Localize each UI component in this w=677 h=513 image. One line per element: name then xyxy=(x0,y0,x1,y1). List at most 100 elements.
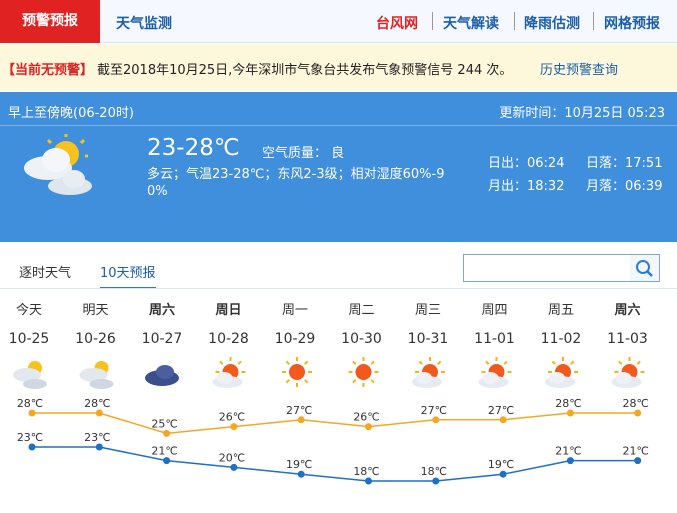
separator xyxy=(593,12,594,30)
weather-icon xyxy=(282,357,312,387)
weather-icon xyxy=(212,357,246,388)
search-button[interactable] xyxy=(630,254,660,282)
warning-bar: 【当前无预警】 截至2018年10月25日,今年深圳市气象台共发布气象预警信号 … xyxy=(0,44,677,90)
temp-label: 18℃ xyxy=(353,465,379,478)
nav-tab[interactable]: 天气监测 xyxy=(116,16,172,32)
temp-line xyxy=(32,446,638,482)
weather-icon xyxy=(145,365,179,386)
temp-label: 28℃ xyxy=(17,397,43,410)
sun-ray xyxy=(551,360,556,365)
separator xyxy=(514,12,515,30)
sun-ray xyxy=(352,379,357,384)
sun-ray xyxy=(370,360,375,365)
temp-point xyxy=(566,457,574,465)
weather-icon xyxy=(79,361,114,389)
cloud xyxy=(89,379,114,389)
search-input[interactable] xyxy=(463,254,632,282)
cloud xyxy=(549,372,565,384)
sunrise: 日出：06:24 xyxy=(488,156,565,171)
temp-point xyxy=(365,477,372,485)
temp-label: 26℃ xyxy=(219,411,245,424)
temp-label: 26℃ xyxy=(353,411,379,424)
cloud xyxy=(482,372,499,384)
temp-label: 27℃ xyxy=(488,404,514,417)
weather-icon xyxy=(611,357,645,388)
temp-label: 21℃ xyxy=(151,445,177,458)
nav-link[interactable]: 天气解读 xyxy=(443,16,499,32)
temp-line xyxy=(32,412,638,435)
cloud xyxy=(416,372,432,384)
weather-icon xyxy=(13,361,47,389)
separator xyxy=(432,12,433,30)
nav-tab[interactable]: 预警预报 xyxy=(0,0,100,43)
weather-icon xyxy=(412,357,445,388)
day-name: 周六 xyxy=(614,302,640,318)
date: 11-02 xyxy=(541,331,582,347)
nav-link[interactable]: 降雨估测 xyxy=(524,16,580,32)
cloud xyxy=(79,368,108,382)
period: 早上至傍晚(06-20时) xyxy=(8,106,134,121)
warning-link[interactable]: 历史预警查询 xyxy=(540,63,619,78)
cloud xyxy=(156,365,174,379)
weather-icon xyxy=(545,357,578,388)
today-panel: 早上至傍晚(06-20时) 更新时间：10月25日 05:23 23-28℃ 空… xyxy=(0,92,677,242)
date: 10-27 xyxy=(142,331,183,347)
divider xyxy=(0,125,677,126)
tab[interactable]: 逐时天气 xyxy=(19,266,72,281)
weather-icon xyxy=(24,134,92,195)
day-name: 周一 xyxy=(282,303,308,318)
temp-point xyxy=(499,416,507,424)
nav-link[interactable]: 网格预报 xyxy=(604,16,660,32)
temperature: 23-28℃ xyxy=(147,135,240,161)
temp-point xyxy=(230,423,238,431)
temp-point xyxy=(95,409,103,417)
sun-ray xyxy=(219,360,224,365)
date: 10-31 xyxy=(408,331,449,347)
air-quality: 空气质量： 良 xyxy=(262,146,345,161)
sun-ray xyxy=(618,360,623,365)
date: 11-03 xyxy=(607,331,648,347)
temp-point xyxy=(634,409,642,417)
temp-label: 25℃ xyxy=(151,417,177,430)
divider xyxy=(0,288,677,289)
sun-ray xyxy=(437,360,442,365)
sun-ray xyxy=(237,360,242,365)
temp-label: 23℃ xyxy=(84,431,110,444)
weather-icon xyxy=(478,357,512,388)
day-name: 今天 xyxy=(16,302,42,318)
warning-text: 截至2018年10月25日,今年深圳市气象台共发布气象预警信号 244 次。 xyxy=(97,63,513,78)
temp-point xyxy=(499,470,507,478)
sun-ray xyxy=(418,360,423,365)
date: 10-26 xyxy=(75,331,116,347)
forecast: 今天 10-25 明天 10-26 周六 10-27 周日 10-28 周一 10-29 周二 10-… xyxy=(9,302,649,485)
temp-label: 28℃ xyxy=(84,397,110,410)
sun xyxy=(355,364,372,380)
temp-label: 18℃ xyxy=(421,465,447,478)
nav-link[interactable]: 台风网 xyxy=(376,16,418,32)
temp-label: 19℃ xyxy=(488,458,514,471)
temp-label: 28℃ xyxy=(623,397,649,410)
day-name: 周二 xyxy=(348,303,374,318)
cloud xyxy=(615,372,632,384)
temp-point xyxy=(28,409,36,417)
temp-point xyxy=(566,409,574,417)
warning-status: 【当前无预警】 xyxy=(2,63,94,78)
tab[interactable]: 10天预报 xyxy=(100,262,156,289)
temp-label: 19℃ xyxy=(286,458,312,471)
nav-bar: 预警预报 天气监测 台风网 天气解读 降雨估测 网格预报 xyxy=(0,0,677,43)
sun-ray xyxy=(352,360,357,365)
sun-ray xyxy=(304,360,309,365)
temp-label: 23℃ xyxy=(17,431,43,444)
sunset: 日落：17:51 xyxy=(586,156,663,171)
sun xyxy=(289,364,305,380)
temp-label: 20℃ xyxy=(219,451,245,464)
sun-ray xyxy=(370,379,375,384)
temp-label: 27℃ xyxy=(286,404,312,417)
temp-label: 21℃ xyxy=(623,445,649,458)
day-name: 周日 xyxy=(215,303,241,318)
date: 10-30 xyxy=(341,331,382,347)
sun-ray xyxy=(304,379,309,384)
date: 10-28 xyxy=(208,331,249,347)
cloud xyxy=(216,372,233,384)
update-time: 更新时间：10月25日 05:23 xyxy=(499,106,665,121)
